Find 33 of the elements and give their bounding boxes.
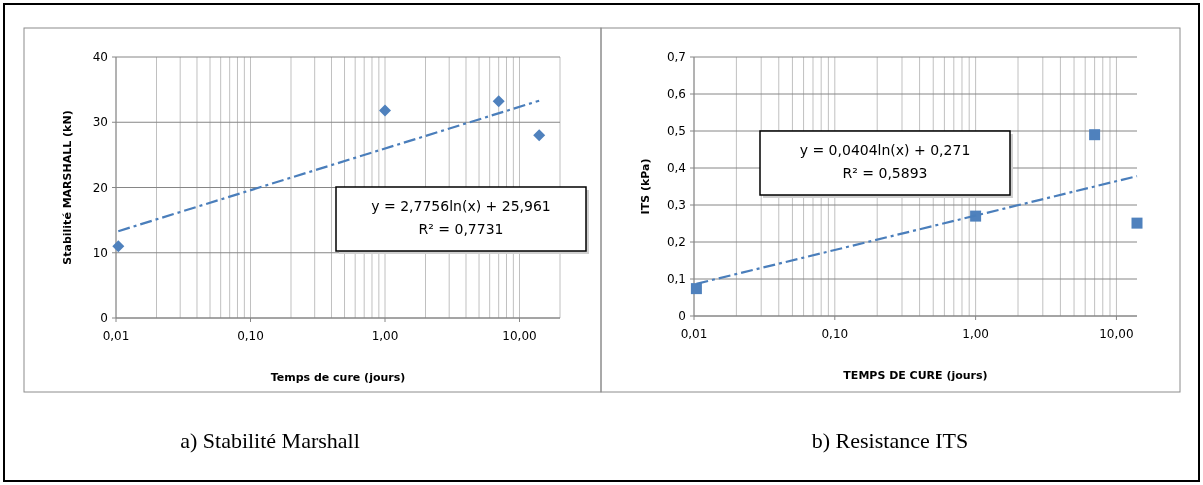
text: a) Stabilité Marshall: [180, 428, 360, 453]
y-tick-label: 0,4: [666, 161, 686, 175]
x-tick-label: 0,01: [102, 329, 130, 343]
y-tick-label: 0,7: [666, 50, 686, 64]
equation-box: y = 0,0404ln(x) + 0,271 R² = 0,5893: [759, 130, 1013, 198]
y-tick-label: 0,6: [666, 87, 686, 101]
y-tick-label: 0: [678, 309, 686, 323]
y-tick-label: 20: [92, 180, 108, 195]
text: b) Resistance ITS: [811, 428, 969, 453]
y-axis-title: Stabilité MARSHALL (kN): [61, 110, 74, 265]
x-axis-title: TEMPS DE CURE (jours): [843, 369, 988, 382]
y-tick-label: 40: [92, 50, 108, 64]
y-tick-label: 0: [100, 311, 108, 325]
x-axis-title: Temps de cure (jours): [270, 371, 406, 384]
annotation: R² = 0,7731: [418, 221, 504, 237]
y-tick-label: 30: [92, 115, 108, 130]
y-axis-title: ITS (kPa): [639, 158, 652, 215]
x-tick-label: 10,00: [1099, 327, 1134, 341]
annotation: y = 2,7756ln(x) + 25,961: [371, 198, 551, 214]
x-tick-label: 0,10: [237, 329, 264, 343]
y-tick-label: 0,5: [666, 124, 686, 138]
y-tick-label: 0,3: [666, 198, 686, 212]
equation-box: y = 2,7756ln(x) + 25,961 R² = 0,7731: [335, 186, 589, 254]
x-tick-label: 0,01: [680, 327, 708, 341]
x-tick-label: 1,00: [371, 329, 399, 343]
x-tick-label: 10,00: [502, 329, 537, 343]
x-tick-label: 1,00: [962, 327, 989, 341]
annotation: R² = 0,5893: [842, 165, 928, 181]
y-tick-label: 10: [92, 245, 108, 260]
y-tick-label: 0,2: [666, 235, 686, 249]
x-tick-label: 0,10: [821, 327, 849, 341]
annotation: y = 0,0404ln(x) + 0,271: [799, 142, 971, 158]
y-tick-label: 0,1: [666, 272, 686, 286]
